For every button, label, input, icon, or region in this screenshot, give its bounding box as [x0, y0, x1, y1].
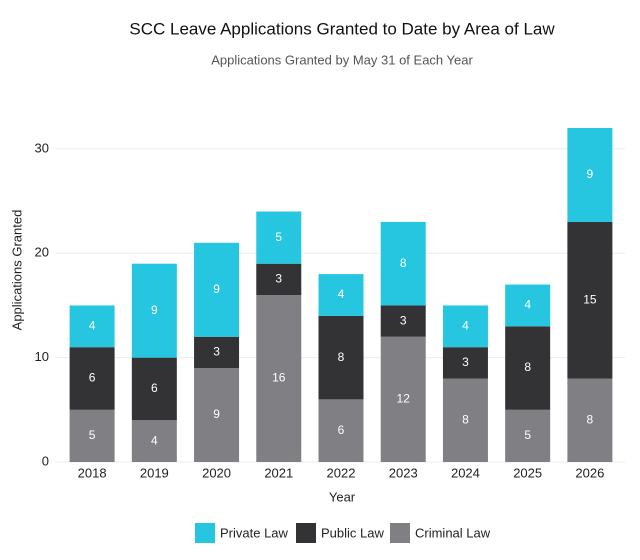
bar-segment	[131, 357, 177, 421]
x-tick-label: 2022	[327, 465, 356, 480]
value-label: 9	[151, 303, 158, 317]
value-label: 12	[397, 392, 411, 406]
value-label: 9	[587, 167, 594, 181]
bar-segment	[194, 368, 240, 462]
bar-segment	[567, 221, 613, 379]
chart-subtitle: Applications Granted by May 31 of Each Y…	[211, 52, 473, 67]
bar-segment	[318, 399, 364, 462]
value-label: 3	[213, 345, 220, 359]
bar-segment	[131, 263, 177, 358]
value-label: 6	[338, 423, 345, 437]
x-tick-label: 2019	[140, 465, 169, 480]
bar-segment	[131, 420, 177, 462]
value-label: 8	[524, 360, 531, 374]
y-tick-label: 20	[35, 245, 49, 260]
value-label: 4	[151, 433, 158, 447]
x-tick-label: 2021	[264, 465, 293, 480]
bar-segment	[194, 336, 240, 369]
x-tick-label: 2018	[78, 465, 107, 480]
value-label: 3	[400, 313, 407, 327]
value-label: 4	[462, 318, 469, 332]
chart-title: SCC Leave Applications Granted to Date b…	[129, 19, 555, 38]
bar-segment	[567, 128, 613, 222]
value-label: 6	[151, 381, 158, 395]
legend-label: Public Law	[321, 525, 384, 540]
bar-segment	[505, 409, 551, 462]
bar-segment	[256, 211, 302, 264]
value-label: 8	[400, 256, 407, 270]
value-label: 8	[462, 412, 469, 426]
bar-segment	[442, 378, 488, 462]
bar-segment	[380, 221, 426, 306]
y-tick-label: 10	[35, 349, 49, 364]
value-label: 8	[338, 350, 345, 364]
value-label: 3	[275, 272, 282, 286]
legend-label: Criminal Law	[415, 525, 491, 540]
bar-segment	[69, 305, 115, 348]
legend-swatch	[390, 523, 410, 543]
value-label: 5	[89, 428, 96, 442]
x-axis-title: Year	[329, 489, 356, 504]
y-tick-label: 0	[42, 453, 49, 468]
value-label: 4	[338, 287, 345, 301]
x-tick-label: 2026	[575, 465, 604, 480]
y-tick-label: 30	[35, 140, 49, 155]
bar-segment	[69, 347, 115, 410]
value-label: 4	[89, 318, 96, 332]
value-label: 5	[275, 230, 282, 244]
value-label: 3	[462, 355, 469, 369]
bar-segment	[442, 305, 488, 348]
x-tick-label: 2020	[202, 465, 231, 480]
value-label: 6	[89, 371, 96, 385]
y-axis-title: Applications Granted	[9, 210, 24, 331]
bar-segment	[505, 284, 551, 327]
value-label: 15	[583, 292, 597, 306]
value-label: 16	[272, 371, 286, 385]
bar-segment	[69, 409, 115, 462]
x-tick-label: 2025	[513, 465, 542, 480]
value-label: 4	[524, 298, 531, 312]
bar-segment	[194, 242, 240, 337]
bar-segment	[442, 347, 488, 379]
bar-segment	[567, 378, 613, 462]
bar-segment	[318, 315, 364, 400]
value-label: 5	[524, 428, 531, 442]
bar-segment	[318, 274, 364, 316]
bar-segment	[505, 326, 551, 410]
legend-swatch	[195, 523, 215, 543]
legend-label: Private Law	[220, 525, 289, 540]
value-label: 9	[213, 282, 220, 296]
bar-segment	[380, 305, 426, 337]
x-tick-label: 2023	[389, 465, 418, 480]
bar-segment	[256, 263, 302, 296]
value-label: 9	[213, 407, 220, 421]
legend-swatch	[296, 523, 316, 543]
value-label: 8	[587, 412, 594, 426]
bar-segment	[256, 295, 302, 462]
x-tick-label: 2024	[451, 465, 480, 480]
bar-segment	[380, 336, 426, 462]
